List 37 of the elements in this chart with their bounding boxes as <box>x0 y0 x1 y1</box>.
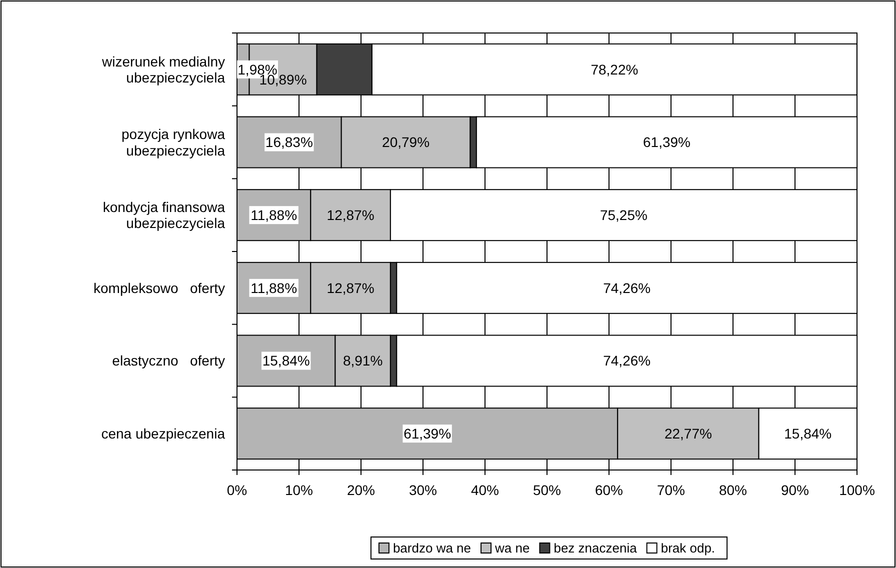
data-label: 61,39% <box>643 134 690 150</box>
data-label: 75,25% <box>600 206 648 223</box>
y-tick-label: cena ubezpieczenia <box>101 425 226 442</box>
legend-label: bardzo wa ne <box>392 540 472 556</box>
x-tick-label: 50% <box>532 482 562 498</box>
y-tick-label: wizerunek medialny ubezpieczyciela <box>101 53 226 86</box>
x-tick-label: 60% <box>594 482 624 498</box>
x-tick-label: 80% <box>718 482 748 498</box>
data-label: 12,87% <box>326 280 374 296</box>
data-label: 11,88% <box>250 280 298 296</box>
y-tick-label: elastyczno oferty <box>112 352 225 369</box>
data-label: 78,22% <box>590 61 638 78</box>
legend-label: bez znaczenia <box>554 540 638 556</box>
data-label: 61,39% <box>404 425 452 442</box>
data-label: 15,84% <box>784 425 832 442</box>
x-tick-label: 20% <box>346 482 376 498</box>
data-label: 11,88% <box>250 206 298 223</box>
x-tick-label: 10% <box>284 482 314 498</box>
data-label: 22,77% <box>664 425 712 442</box>
y-tick-label: pozycja rynkowa ubezpieczyciela <box>122 126 226 158</box>
legend-label: wa ne <box>494 540 530 556</box>
data-label: 12,87% <box>326 206 374 223</box>
x-tick-label: 90% <box>780 482 810 498</box>
legend-label: brak odp. <box>660 540 716 556</box>
data-label: 74,26% <box>603 352 651 369</box>
x-tick-label: 40% <box>470 482 500 498</box>
data-label: 8,91% <box>342 352 383 369</box>
x-tick-label: 0% <box>226 482 248 498</box>
data-label: 74,26% <box>603 280 651 296</box>
data-label: 15,84% <box>262 352 310 369</box>
x-tick-label: 70% <box>656 482 686 498</box>
y-tick-label: kondycja finansowa ubezpieczyciela <box>102 198 226 232</box>
data-label: 16,83% <box>265 134 313 150</box>
x-tick-label: 30% <box>408 482 438 498</box>
y-tick-label: kompleksowo oferty <box>94 280 225 296</box>
x-tick-label: 100% <box>839 482 875 498</box>
data-label: 20,79% <box>382 134 430 150</box>
